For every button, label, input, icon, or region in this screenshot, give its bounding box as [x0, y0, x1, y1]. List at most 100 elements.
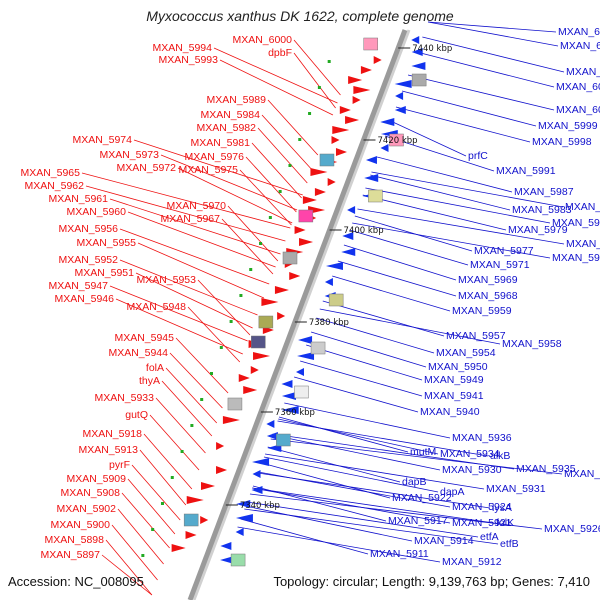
feature-box: [227, 397, 243, 411]
green-tick-mark: [200, 398, 204, 401]
reverse-gene-arrow: [411, 48, 423, 56]
left-label-leader: [105, 539, 153, 596]
left-label-leader: [115, 298, 243, 355]
reverse-gene-arrow: [347, 206, 356, 214]
left-gene-label: MXAN_5967: [160, 213, 220, 225]
left-gene-label: MXAN_5989: [206, 94, 266, 106]
feature-box: [319, 153, 335, 167]
right-label-leader: [337, 260, 457, 297]
green-tick-mark: [268, 216, 272, 219]
scale-tick-label: 7400 kbp: [344, 226, 384, 236]
left-gene-label: MXAN_5933: [94, 392, 154, 404]
forward-gene-arrow: [243, 386, 258, 394]
right-gene-label: MXAN_6016: [558, 26, 600, 38]
left-label-leader: [160, 154, 298, 211]
right-gene-label: MXAN_5977: [474, 245, 534, 257]
right-gene-label: prfC: [468, 150, 488, 162]
right-label-leader: [427, 21, 557, 33]
left-label-leader: [261, 114, 313, 171]
right-label-leader: [376, 156, 513, 193]
left-label-leader: [139, 449, 187, 506]
right-gene-label: MXAN_5968: [458, 290, 518, 302]
feature-box: [389, 133, 404, 147]
right-label-leader: [316, 317, 435, 354]
left-gene-label: MXAN_6000: [232, 34, 292, 46]
left-gene-label: MXAN_5972: [116, 162, 176, 174]
right-gene-label: MXAN_5949: [424, 374, 484, 386]
forward-gene-arrow: [331, 136, 340, 144]
left-label-leader: [117, 508, 164, 565]
right-label-leader: [278, 416, 409, 453]
feature-box: [258, 315, 274, 329]
reverse-gene-arrow: [395, 92, 404, 100]
left-gene-label: MXAN_5951: [74, 267, 134, 279]
forward-gene-arrow: [171, 544, 186, 552]
left-gene-label: thyA: [139, 375, 160, 387]
left-gene-label: MXAN_5973: [99, 149, 159, 161]
left-label-leader: [245, 156, 297, 213]
left-label-leader: [239, 169, 292, 226]
right-label-leader: [332, 275, 451, 312]
right-label-leader: [246, 501, 479, 538]
left-label-leader: [221, 218, 274, 275]
right-label-leader: [427, 21, 559, 47]
reverse-gene-arrow: [364, 174, 379, 182]
scale-tick-label: 7340 kbp: [240, 501, 280, 511]
left-label-leader: [131, 464, 181, 521]
right-gene-label: MXAN_6010: [566, 66, 600, 78]
left-label-leader: [187, 306, 241, 363]
right-label-leader: [306, 344, 423, 381]
reverse-gene-arrow: [236, 500, 251, 508]
right-label-leader: [265, 453, 485, 490]
right-gene-label: etfA: [480, 531, 499, 543]
right-label-leader: [370, 174, 511, 211]
left-gene-label: MXAN_5952: [58, 254, 118, 266]
left-label-leader: [135, 272, 253, 329]
feature-box: [183, 513, 199, 527]
right-gene-label: MXAN_5991: [496, 165, 556, 177]
forward-gene-arrow: [373, 56, 382, 64]
feature-box: [363, 37, 378, 51]
right-gene-label: MXAN_6003: [556, 104, 600, 116]
reverse-gene-arrow: [394, 80, 412, 88]
left-gene-label: pyrF: [109, 459, 130, 471]
reverse-gene-arrow: [220, 556, 235, 564]
right-gene-label: MXAN_5914: [414, 535, 474, 547]
forward-gene-arrow: [335, 148, 347, 156]
left-gene-label: MXAN_5956: [58, 223, 118, 235]
right-gene-label: MXAN_5987: [514, 186, 574, 198]
forward-gene-arrow: [294, 226, 306, 234]
forward-gene-arrow: [274, 286, 289, 294]
left-gene-label: MXAN_5962: [24, 180, 84, 192]
right-label-leader: [322, 300, 445, 337]
right-label-leader: [401, 90, 537, 127]
green-tick-mark: [249, 268, 253, 271]
right-gene-label: etfB: [500, 538, 519, 550]
forward-gene-arrow: [185, 531, 197, 539]
feature-box: [411, 73, 427, 87]
forward-gene-arrow: [348, 76, 363, 84]
left-label-leader: [161, 380, 213, 437]
left-label-leader: [169, 352, 223, 409]
forward-gene-arrow: [314, 188, 326, 196]
right-label-leader: [352, 222, 551, 259]
forward-gene-arrow: [277, 312, 286, 320]
left-label-leader: [127, 478, 176, 535]
green-tick-mark: [170, 476, 174, 479]
right-gene-label: MXAN_5978: [552, 252, 600, 264]
right-gene-label: MXAN_5926: [544, 523, 600, 535]
left-gene-label: MXAN_5976: [184, 151, 244, 163]
left-gene-label: MXAN_5913: [78, 444, 138, 456]
right-label-leader: [277, 420, 489, 457]
forward-gene-arrow: [299, 238, 314, 246]
scale-tick-label: 7440 kbp: [412, 44, 452, 54]
right-gene-label: MXAN_5999: [538, 120, 598, 132]
right-label-leader: [407, 74, 555, 111]
reverse-gene-arrow: [252, 470, 261, 478]
left-gene-label: MXAN_5947: [48, 280, 108, 292]
left-gene-label: MXAN_5975: [178, 164, 238, 176]
right-gene-label: MXAN_5969: [458, 274, 518, 286]
reverse-gene-arrow: [281, 392, 296, 400]
reverse-gene-arrow: [266, 432, 278, 440]
left-label-leader: [137, 242, 265, 299]
